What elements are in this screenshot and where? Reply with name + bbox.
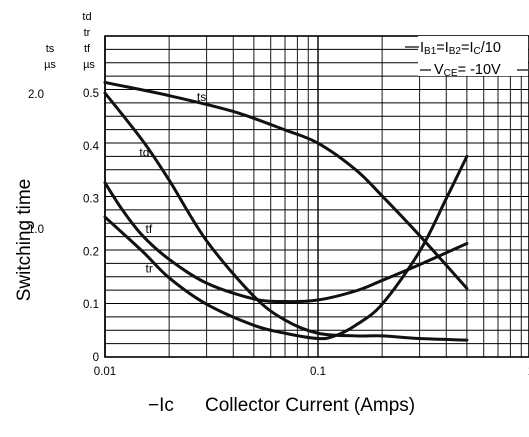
- curve-td: [103, 91, 469, 342]
- grid: [104, 36, 529, 357]
- y-tick-labels: 0 0.1 0.2 0.3 0.4 0.5: [83, 88, 100, 364]
- curve-label-tr: tr: [146, 262, 153, 276]
- y-tick-label: 0.5: [83, 88, 99, 100]
- tf-axis-header: tf: [84, 43, 91, 55]
- td-axis-header: td: [82, 11, 91, 23]
- x-tick-label: 1: [528, 366, 529, 378]
- y-tick-label: 0.2: [83, 246, 99, 258]
- curve-label-td: td: [139, 145, 149, 159]
- x-tick-labels: 0.01 0.1 1: [94, 366, 529, 378]
- curve-tf: [103, 181, 469, 304]
- td-tr-tf-axis-unit: µs: [83, 59, 95, 71]
- y-axis-title: Switching time: [14, 179, 35, 302]
- curve-label-ts: ts: [197, 90, 206, 104]
- ts-axis-header: ts: [46, 43, 55, 55]
- tr-axis-header: tr: [84, 27, 91, 39]
- curves: [103, 80, 469, 342]
- y-tick-label: 0.3: [83, 194, 99, 206]
- annotation-base-current: IB1=IB2=IC/10: [420, 40, 501, 57]
- plot-frame: [104, 35, 529, 358]
- x-tick-label: 0.1: [310, 366, 326, 378]
- y-tick-label: 0.1: [83, 299, 99, 311]
- x-axis-title: Collector Current (Amps): [205, 395, 415, 416]
- annotation-box: [418, 36, 528, 76]
- annotation-vce: VCE= -10V: [434, 62, 501, 79]
- curve-labels: ts td tf tr: [139, 90, 206, 276]
- ts-axis-unit: µs: [44, 59, 56, 71]
- ts-tick-label-2.0: 2.0: [28, 89, 44, 101]
- ts-tick-label-1.0: 1.0: [28, 224, 44, 236]
- x-tick-label: 0.01: [94, 366, 116, 378]
- curve-label-tf: tf: [146, 222, 153, 236]
- y-tick-label: 0: [93, 352, 99, 364]
- curve-ts: [103, 80, 469, 290]
- y-tick-label: 0.4: [83, 141, 100, 153]
- curve-tr: [103, 154, 469, 341]
- x-axis-title-prefix: −Ic: [148, 395, 174, 416]
